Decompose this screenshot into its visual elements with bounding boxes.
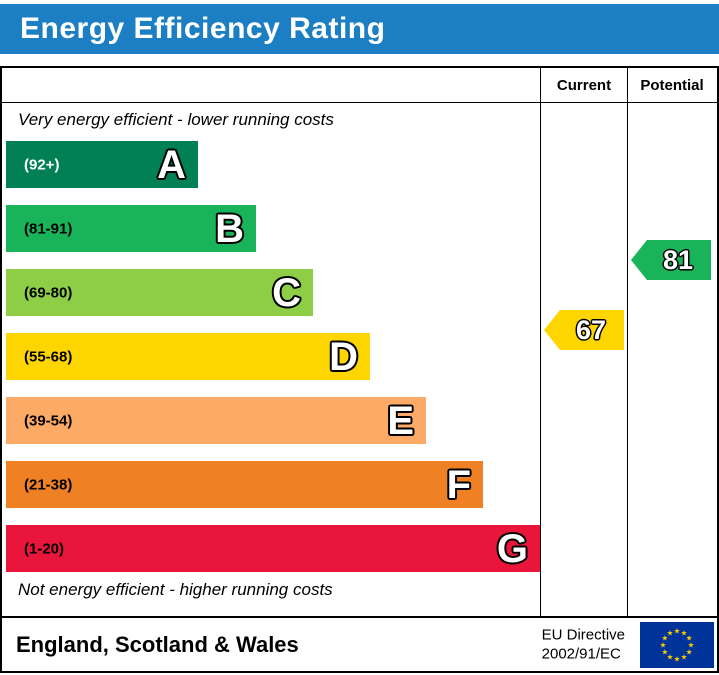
current-rating-arrow: 67 [544,310,624,350]
svg-text:★: ★ [681,628,688,637]
band-b-range-label: (81-91) [24,220,73,237]
band-e-letter: E [387,398,414,443]
svg-text:★: ★ [662,633,669,642]
band-b-bar: (81-91) B [6,205,256,252]
band-f-bar: (21-38) F [6,461,483,508]
svg-text:★: ★ [667,628,674,637]
rating-chart: Current Potential Very energy efficient … [0,66,719,618]
band-g-range-label: (1-20) [24,540,65,557]
bottom-note: Not energy efficient - higher running co… [18,580,333,599]
column-divider-current [540,68,541,616]
band-a-letter: A [157,142,186,187]
svg-text:★: ★ [667,652,674,661]
band-d-letter: D [329,334,358,379]
current-rating-value: 67 [575,314,607,345]
band-a-range-label: (92+) [24,156,60,173]
svg-text:★: ★ [662,647,669,656]
region-label: England, Scotland & Wales [16,631,299,657]
svg-text:★: ★ [681,652,688,661]
footer: England, Scotland & Wales EU Directive 2… [0,618,719,673]
column-header-current: Current [556,76,612,94]
band-row-c: (69-80) C [6,269,313,316]
band-row-a: (92+) A [6,141,198,188]
svg-text:★: ★ [686,633,693,642]
page-title: Energy Efficiency Rating [20,12,386,45]
band-c-letter: C [272,270,301,315]
eu-directive-label: EU Directive 2002/91/EC [542,625,625,664]
band-c-bar: (69-80) C [6,269,313,316]
band-g-letter: G [496,526,528,571]
svg-text:★: ★ [688,640,695,649]
band-row-g: (1-20) G [6,525,540,572]
eu-directive-line2: 2002/91/EC [541,645,621,663]
svg-text:★: ★ [686,647,693,656]
band-row-f: (21-38) F [6,461,483,508]
potential-rating-value: 81 [662,244,694,275]
svg-text:★: ★ [660,640,667,649]
header-divider [2,102,717,103]
band-row-d: (55-68) D [6,333,370,380]
band-f-range-label: (21-38) [24,476,73,493]
eu-directive-line1: EU Directive [541,626,625,643]
band-a-bar: (92+) A [6,141,198,188]
band-e-bar: (39-54) E [6,397,426,444]
svg-text:★: ★ [674,626,681,635]
band-f-letter: F [446,462,471,507]
title-bar: Energy Efficiency Rating [0,4,719,54]
column-divider-potential [627,68,628,616]
band-d-range-label: (55-68) [24,348,73,365]
svg-text:★: ★ [674,654,681,663]
band-c-range-label: (69-80) [24,284,73,301]
band-row-e: (39-54) E [6,397,426,444]
band-d-bar: (55-68) D [6,333,370,380]
band-g-bar: (1-20) G [6,525,540,572]
band-e-range-label: (39-54) [24,412,73,429]
band-row-b: (81-91) B [6,205,256,252]
eu-flag-icon: ★ ★ ★ ★ ★ ★ ★ ★ ★ ★ ★ ★ [640,621,714,668]
potential-rating-arrow: 81 [631,240,711,280]
top-note: Very energy efficient - lower running co… [18,110,334,129]
band-b-letter: B [215,206,244,251]
column-header-potential: Potential [640,76,704,94]
